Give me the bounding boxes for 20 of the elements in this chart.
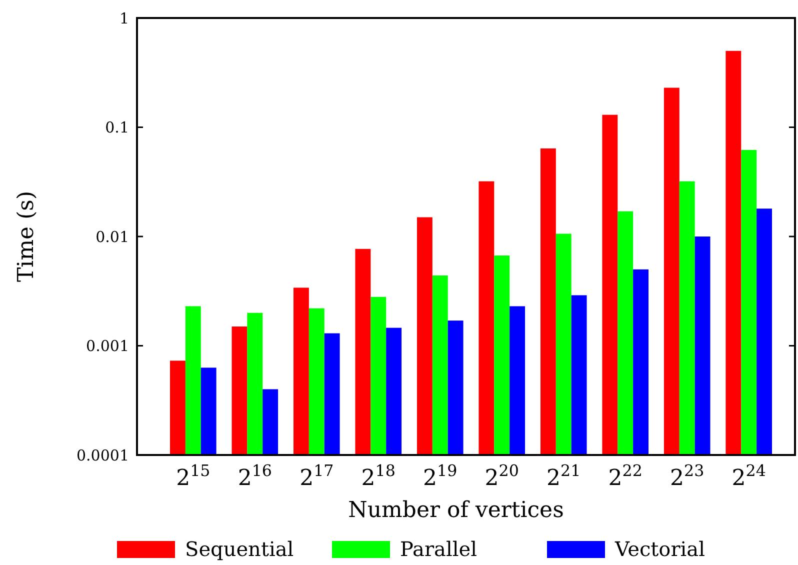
y-axis-title: Time (s) xyxy=(14,190,39,282)
legend-label: Vectorial xyxy=(614,537,705,561)
x-tick-label: 2$^{22}$ xyxy=(608,460,642,491)
x-tick-label: 2$^{19}$ xyxy=(423,460,458,491)
x-tick-label: 2$^{21}$ xyxy=(546,460,581,491)
y-tick-label: 0.1 xyxy=(105,118,129,136)
y-tick-label: 0.0001 xyxy=(76,446,129,464)
x-tick-label: 2$^{15}$ xyxy=(176,460,210,491)
x-tick-label: 2$^{20}$ xyxy=(484,460,519,491)
x-tick-label: 2$^{17}$ xyxy=(300,460,334,491)
x-tick-label: 2$^{23}$ xyxy=(670,460,704,491)
legend-label: Parallel xyxy=(400,537,477,561)
x-axis-title: Number of vertices xyxy=(348,498,564,523)
y-tick-label: 0.01 xyxy=(96,228,129,246)
x-tick-label: 2$^{16}$ xyxy=(238,460,272,491)
x-tick-label: 2$^{18}$ xyxy=(361,460,396,491)
y-tick-label: 1 xyxy=(119,9,129,28)
x-tick-label: 2$^{24}$ xyxy=(732,460,766,491)
y-tick-label: 0.001 xyxy=(86,337,129,355)
legend-label: Sequential xyxy=(185,537,294,561)
